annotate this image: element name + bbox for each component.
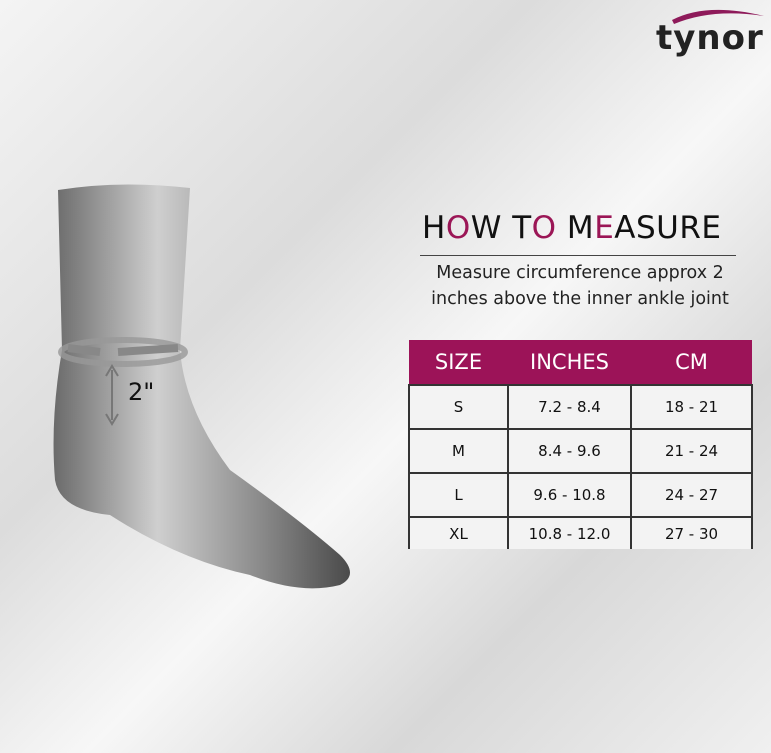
title-segment: W T: [470, 210, 532, 246]
table-header: SIZE INCHES CM: [409, 340, 752, 385]
cell-inches: 7.2 - 8.4: [507, 384, 632, 430]
instruction-line: inches above the inner ankle joint: [431, 289, 729, 309]
instruction-line: Measure circumference approx 2: [436, 263, 724, 283]
page-title: HOW TO MEASURE: [422, 210, 721, 246]
cell-size: S: [408, 384, 509, 430]
divider: [420, 255, 736, 256]
title-segment: E: [594, 210, 615, 246]
cell-size: L: [408, 472, 509, 518]
cell-cm: 18 - 21: [630, 384, 753, 430]
table-row: L 9.6 - 10.8 24 - 27: [408, 472, 753, 518]
brand-logo: tynor: [656, 18, 764, 58]
table-row: M 8.4 - 9.6 21 - 24: [408, 428, 753, 474]
title-segment: O: [445, 210, 471, 246]
measurement-label: 2": [128, 378, 155, 406]
cell-size: M: [408, 428, 509, 474]
foot-illustration: [53, 184, 350, 589]
title-segment: ASURE: [614, 210, 722, 246]
cell-inches: 10.8 - 12.0: [507, 516, 632, 549]
cell-inches: 8.4 - 9.6: [507, 428, 632, 474]
table-row: XL 10.8 - 12.0 27 - 30: [408, 516, 753, 549]
cell-size: XL: [408, 516, 509, 549]
size-chart-table: SIZE INCHES CM S 7.2 - 8.4 18 - 21 M 8.4 - …: [408, 340, 753, 549]
cell-cm: 27 - 30: [630, 516, 753, 549]
cell-inches: 9.6 - 10.8: [507, 472, 632, 518]
title-segment: O: [531, 210, 557, 246]
brand-swoosh-logo: [672, 9, 764, 24]
header-cm: CM: [631, 340, 752, 385]
header-inches: INCHES: [508, 340, 631, 385]
cell-cm: 24 - 27: [630, 472, 753, 518]
title-segment: H: [422, 210, 446, 246]
header-size: SIZE: [409, 340, 508, 385]
title-segment: M: [556, 210, 595, 246]
table-row: S 7.2 - 8.4 18 - 21: [408, 384, 753, 430]
instructions: Measure circumference approx 2 inches ab…: [405, 260, 755, 312]
cell-cm: 21 - 24: [630, 428, 753, 474]
